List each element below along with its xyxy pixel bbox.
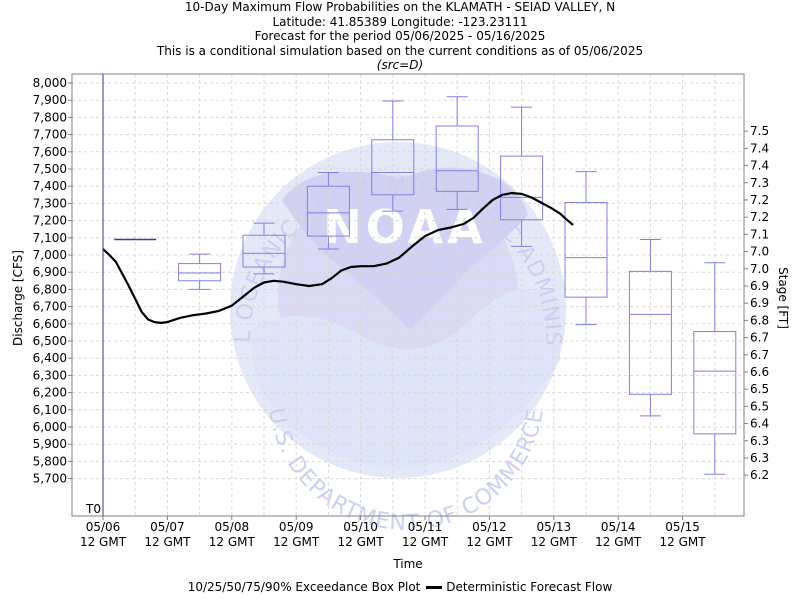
t0-label: T0 (85, 502, 101, 516)
chart-title-block: 10-Day Maximum Flow Probabilities on the… (0, 0, 800, 73)
watermark-wave-shape (250, 288, 560, 470)
y-right-tick-label: 7.2 (750, 193, 769, 207)
y-left-tick-label: 6,700 (33, 300, 67, 314)
box-plot (178, 253, 222, 290)
grid-lines (72, 74, 744, 516)
y-right-tick-label: 7.0 (750, 262, 769, 276)
y-right-tick-label: 6.9 (750, 279, 769, 293)
y-left-tick-label: 7,300 (33, 196, 67, 210)
y-right-tick-label: 6.5 (750, 382, 769, 396)
y-left-tick-label: 6,000 (33, 420, 67, 434)
deterministic-forecast-line (102, 192, 574, 324)
box-iqr (693, 331, 737, 435)
x-tick-label: 05/10 12 GMT (338, 520, 385, 549)
x-tick-label: 05/13 12 GMT (531, 520, 578, 549)
box-iqr (306, 185, 350, 237)
y-left-tick-label: 6,900 (33, 265, 67, 279)
y-left-tick-label: 8,000 (33, 76, 67, 90)
y-left-tick-label: 7,400 (33, 179, 67, 193)
legend-line-label: Deterministic Forecast Flow (446, 580, 613, 594)
box-iqr (435, 125, 479, 192)
y-right-tick-label: 6.8 (750, 313, 769, 327)
y-right-tick-label: 6.9 (750, 296, 769, 310)
x-tick-label: 05/07 12 GMT (144, 520, 191, 549)
y-left-tick-label: 5,700 (33, 472, 67, 486)
y-right-tick-label: 6.7 (750, 348, 769, 362)
y-right-tick-label: 7.3 (750, 176, 769, 190)
axes: 5,700 5,800 5,900 6,000 6,100 6,200 6,300 6,400… (33, 74, 769, 549)
y-right-tick-label: 6.6 (750, 365, 769, 379)
x-tick-label: 05/06 12 GMT (80, 520, 127, 549)
y-left-tick-label: 7,500 (33, 162, 67, 176)
y-right-tick-label: 6.3 (750, 451, 769, 465)
watermark-bird-shape (282, 167, 528, 330)
y-right-tick-label: 6.7 (750, 331, 769, 345)
chart-title: 10-Day Maximum Flow Probabilities on the… (184, 0, 616, 14)
box-iqr (628, 270, 672, 395)
x-tick-label: 05/08 12 GMT (209, 520, 256, 549)
y-left-tick-label: 5,800 (33, 454, 67, 468)
y-left-tick-label: 7,900 (33, 93, 67, 107)
noaa-watermark-logo: NOAA NATIONAL OCEANIC AND ATMOSPHERIC AD… (0, 0, 566, 536)
x-tick-label: 05/15 12 GMT (660, 520, 707, 549)
legend-box-label: 10/25/50/75/90% Exceedance Box Plot (187, 580, 421, 594)
box-iqr (564, 202, 608, 298)
x-tick-label: 05/14 12 GMT (595, 520, 642, 549)
y-left-tick-label: 7,200 (33, 214, 67, 228)
x-tick-label: 05/09 12 GMT (273, 520, 320, 549)
y-left-tick-label: 5,900 (33, 437, 67, 451)
y-right-tick-label: 6.2 (750, 468, 769, 482)
x-axis-title: Time (392, 557, 422, 571)
y-right-tick-label: 7.1 (750, 227, 769, 241)
y-axis-right-title: Stage [FT] (776, 267, 790, 329)
y-left-tick-label: 6,200 (33, 386, 67, 400)
chart-condition: This is a conditional simulation based o… (156, 43, 644, 58)
y-left-tick-label: 7,700 (33, 128, 67, 142)
legend: 10/25/50/75/90% Exceedance Box Plot Dete… (0, 580, 800, 594)
box-iqr (500, 155, 544, 221)
box-plots (114, 96, 737, 475)
y-right-tick-label: 7.5 (750, 124, 769, 138)
y-left-tick-label: 6,300 (33, 368, 67, 382)
deterministic-forecast-path (102, 192, 574, 324)
y-left-tick-label: 6,500 (33, 334, 67, 348)
y-right-tick-label: 7.4 (750, 141, 769, 155)
y-right-tick-label: 6.3 (750, 434, 769, 448)
y-left-tick-label: 6,100 (33, 403, 67, 417)
y-left-tick-label: 6,600 (33, 317, 67, 331)
chart-period: Forecast for the period 05/06/2025 - 05/… (254, 29, 546, 43)
y-right-tick-label: 6.5 (750, 399, 769, 413)
legend-line-swatch (426, 586, 443, 589)
x-tick-label: 05/11 12 GMT (402, 520, 449, 549)
box-plot (693, 262, 737, 475)
box-iqr (178, 263, 222, 282)
box-plot (435, 96, 479, 210)
y-axis-left-title: Discharge [CFS] (11, 250, 25, 346)
y-left-tick-label: 7,000 (33, 248, 67, 262)
x-tick-label: 05/12 12 GMT (466, 520, 513, 549)
y-left-tick-label: 7,600 (33, 145, 67, 159)
y-left-tick-label: 6,800 (33, 282, 67, 296)
y-right-tick-label: 7.2 (750, 210, 769, 224)
box-plot (564, 171, 608, 326)
y-left-tick-label: 6,400 (33, 351, 67, 365)
box-iqr (242, 234, 286, 268)
box-plot (500, 106, 544, 247)
y-left-tick-label: 7,800 (33, 110, 67, 124)
y-left-tick-label: 7,100 (33, 231, 67, 245)
box-plot (306, 171, 350, 250)
chart-location: Latitude: 41.85389 Longitude: -123.23111 (272, 14, 528, 29)
y-right-tick-label: 7.0 (750, 245, 769, 259)
y-right-tick-label: 6.4 (750, 417, 769, 431)
chart-source: (src=D) (376, 58, 424, 72)
box-iqr (371, 139, 415, 196)
box-plot (371, 100, 415, 212)
plot-frame (71, 73, 745, 517)
y-right-tick-label: 7.4 (750, 159, 769, 173)
box-plot (242, 222, 286, 275)
box-plot (628, 239, 672, 417)
